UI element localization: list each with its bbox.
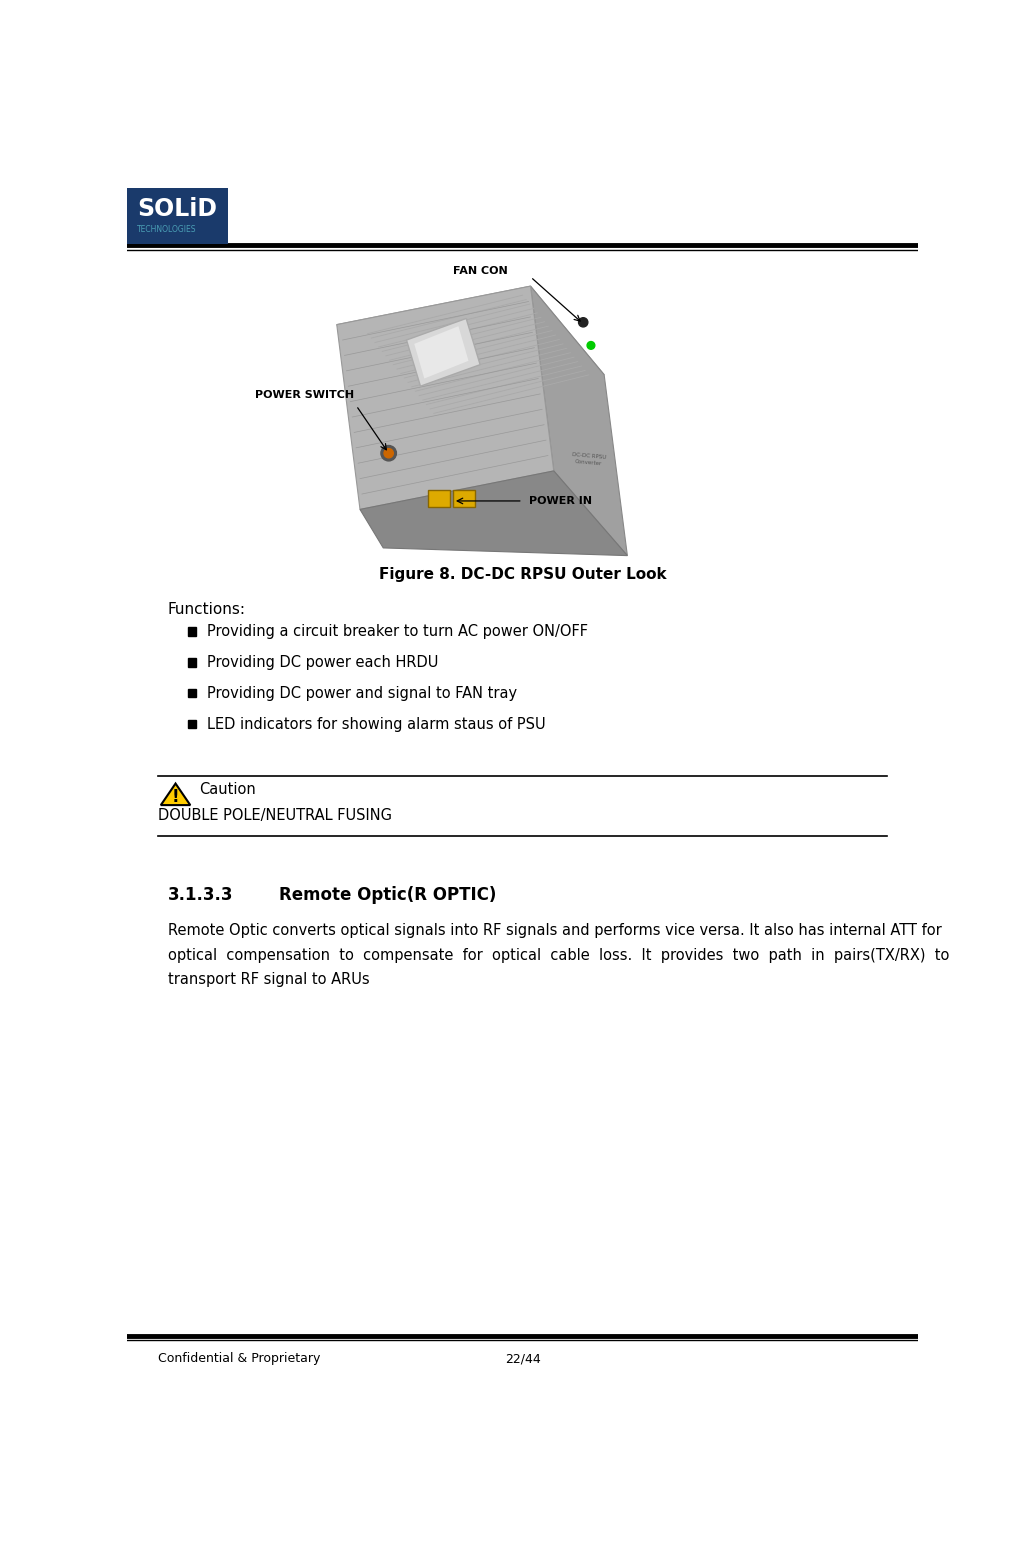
Circle shape <box>578 317 587 327</box>
Bar <box>187 658 197 666</box>
Bar <box>127 188 228 244</box>
Bar <box>452 491 474 506</box>
Text: Caution: Caution <box>199 782 256 797</box>
Text: SOLiD: SOLiD <box>137 197 217 220</box>
Polygon shape <box>414 327 468 378</box>
Text: transport RF signal to ARUs: transport RF signal to ARUs <box>168 972 369 988</box>
Text: LED indicators for showing alarm staus of PSU: LED indicators for showing alarm staus o… <box>207 717 545 731</box>
Polygon shape <box>336 286 603 413</box>
Circle shape <box>587 342 594 349</box>
Circle shape <box>383 449 393 458</box>
Text: FAN CON: FAN CON <box>452 266 507 275</box>
Text: Remote Optic(R OPTIC): Remote Optic(R OPTIC) <box>278 886 495 903</box>
Polygon shape <box>530 286 627 555</box>
Text: Providing a circuit breaker to turn AC power ON/OFF: Providing a circuit breaker to turn AC p… <box>207 624 588 639</box>
Text: Remote Optic converts optical signals into RF signals and performs vice versa. I: Remote Optic converts optical signals in… <box>168 922 941 938</box>
Text: POWER SWITCH: POWER SWITCH <box>255 391 354 400</box>
Polygon shape <box>161 783 191 805</box>
Text: Figure 8. DC-DC RPSU Outer Look: Figure 8. DC-DC RPSU Outer Look <box>379 567 665 583</box>
Text: Providing DC power each HRDU: Providing DC power each HRDU <box>207 655 438 671</box>
Text: DC-DC RPSU
Converter: DC-DC RPSU Converter <box>571 453 605 466</box>
Bar <box>187 719 197 728</box>
Bar <box>187 627 197 636</box>
Text: TECHNOLOGIES: TECHNOLOGIES <box>137 225 196 234</box>
Bar <box>428 491 449 506</box>
Text: Confidential & Proprietary: Confidential & Proprietary <box>158 1352 321 1364</box>
Polygon shape <box>407 319 480 386</box>
Text: Functions:: Functions: <box>168 602 246 617</box>
Text: DOUBLE POLE/NEUTRAL FUSING: DOUBLE POLE/NEUTRAL FUSING <box>158 808 392 824</box>
Circle shape <box>380 445 396 461</box>
Text: !: ! <box>171 788 179 805</box>
Text: 22/44: 22/44 <box>504 1352 540 1364</box>
Text: optical  compensation  to  compensate  for  optical  cable  loss.  It  provides : optical compensation to compensate for o… <box>168 947 949 963</box>
Polygon shape <box>336 286 553 510</box>
Text: POWER IN: POWER IN <box>529 495 591 506</box>
Text: 3.1.3.3: 3.1.3.3 <box>168 886 233 903</box>
Text: Providing DC power and signal to FAN tray: Providing DC power and signal to FAN tra… <box>207 686 517 700</box>
Polygon shape <box>360 470 627 555</box>
Bar <box>187 689 197 697</box>
